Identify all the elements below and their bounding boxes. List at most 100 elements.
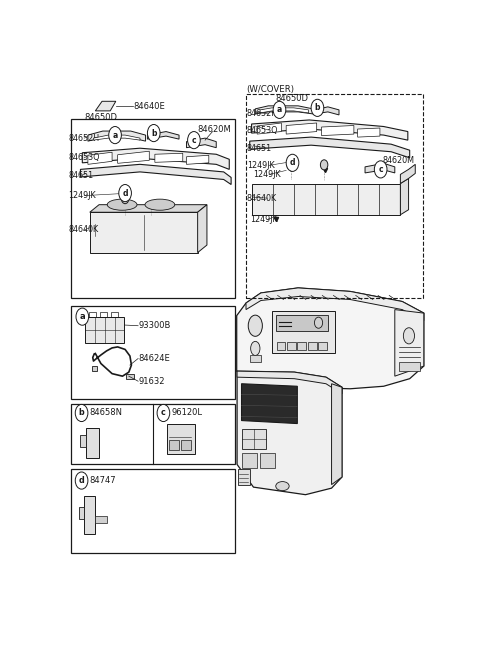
Bar <box>71 305 235 399</box>
Text: 1249JK: 1249JK <box>250 215 277 224</box>
Circle shape <box>286 155 299 172</box>
Polygon shape <box>250 137 410 158</box>
Ellipse shape <box>403 328 415 344</box>
Text: b: b <box>315 103 320 113</box>
Bar <box>89 312 96 317</box>
Text: 84650D: 84650D <box>276 94 309 103</box>
Text: 1249JK: 1249JK <box>253 170 281 179</box>
Circle shape <box>287 160 294 170</box>
Polygon shape <box>94 135 140 140</box>
Bar <box>100 312 107 317</box>
Text: 84624E: 84624E <box>139 354 170 363</box>
Circle shape <box>157 404 170 422</box>
Text: d: d <box>79 476 84 485</box>
Polygon shape <box>186 155 209 164</box>
Polygon shape <box>118 151 149 163</box>
Text: 84650D: 84650D <box>84 113 117 122</box>
Polygon shape <box>358 128 380 137</box>
Text: 84620M: 84620M <box>383 156 415 165</box>
Text: d: d <box>122 189 128 198</box>
Polygon shape <box>237 371 342 495</box>
Polygon shape <box>400 178 408 215</box>
Ellipse shape <box>107 199 137 210</box>
Text: 91632: 91632 <box>139 377 166 386</box>
Text: 84652H: 84652H <box>247 109 278 119</box>
Circle shape <box>311 100 324 117</box>
Polygon shape <box>255 106 313 114</box>
Polygon shape <box>169 440 179 450</box>
Polygon shape <box>237 288 424 389</box>
Polygon shape <box>90 212 198 253</box>
Ellipse shape <box>248 315 263 336</box>
Polygon shape <box>83 148 229 170</box>
Circle shape <box>147 124 160 141</box>
Ellipse shape <box>314 317 323 328</box>
Polygon shape <box>322 126 354 136</box>
Text: 84651: 84651 <box>247 143 272 153</box>
Polygon shape <box>250 355 261 362</box>
Text: a: a <box>80 312 85 321</box>
Polygon shape <box>272 310 335 354</box>
Text: 96120L: 96120L <box>172 409 203 417</box>
Polygon shape <box>88 152 112 164</box>
Text: 84640K: 84640K <box>247 194 277 202</box>
Polygon shape <box>81 435 86 447</box>
Circle shape <box>75 472 88 489</box>
Text: c: c <box>161 409 166 417</box>
Circle shape <box>321 160 328 170</box>
Polygon shape <box>242 453 257 468</box>
Polygon shape <box>96 102 116 111</box>
Polygon shape <box>242 429 266 449</box>
Text: 84653Q: 84653Q <box>247 126 278 134</box>
Bar <box>71 470 235 553</box>
Text: 1249JK: 1249JK <box>68 191 96 200</box>
Polygon shape <box>252 183 400 215</box>
Ellipse shape <box>145 199 175 210</box>
Circle shape <box>76 308 89 326</box>
Text: (W/COVER): (W/COVER) <box>247 85 295 94</box>
Text: b: b <box>151 128 156 138</box>
Polygon shape <box>246 288 424 321</box>
Polygon shape <box>332 384 342 485</box>
Circle shape <box>273 102 286 119</box>
Polygon shape <box>241 384 297 424</box>
Polygon shape <box>238 470 250 485</box>
Polygon shape <box>167 424 195 455</box>
Polygon shape <box>88 131 145 141</box>
Circle shape <box>109 126 121 143</box>
Polygon shape <box>81 164 231 185</box>
Polygon shape <box>395 310 424 376</box>
Polygon shape <box>85 317 124 343</box>
Text: 84653Q: 84653Q <box>68 153 100 162</box>
Polygon shape <box>287 342 296 350</box>
Circle shape <box>119 185 132 202</box>
Circle shape <box>121 194 129 204</box>
Bar <box>71 119 235 298</box>
Circle shape <box>188 132 200 149</box>
Text: 84652H: 84652H <box>68 134 99 143</box>
Polygon shape <box>400 164 415 183</box>
Polygon shape <box>84 496 96 534</box>
Polygon shape <box>318 342 327 350</box>
Polygon shape <box>181 440 191 450</box>
Circle shape <box>374 161 387 178</box>
Text: 1249JK: 1249JK <box>247 161 275 170</box>
Polygon shape <box>147 132 179 139</box>
Text: 84640E: 84640E <box>133 102 165 111</box>
Polygon shape <box>96 516 107 523</box>
Bar <box>71 404 235 464</box>
Polygon shape <box>308 342 317 350</box>
Bar <box>111 312 118 317</box>
Text: 84620M: 84620M <box>197 124 231 134</box>
Text: 84651: 84651 <box>68 171 93 180</box>
Text: 84640K: 84640K <box>68 225 98 234</box>
Ellipse shape <box>276 481 289 491</box>
Polygon shape <box>276 314 328 331</box>
Polygon shape <box>297 342 306 350</box>
Polygon shape <box>252 120 408 140</box>
Polygon shape <box>286 123 317 134</box>
Polygon shape <box>186 138 216 147</box>
Polygon shape <box>92 366 97 371</box>
Text: 84658N: 84658N <box>90 409 123 417</box>
Polygon shape <box>398 362 420 371</box>
